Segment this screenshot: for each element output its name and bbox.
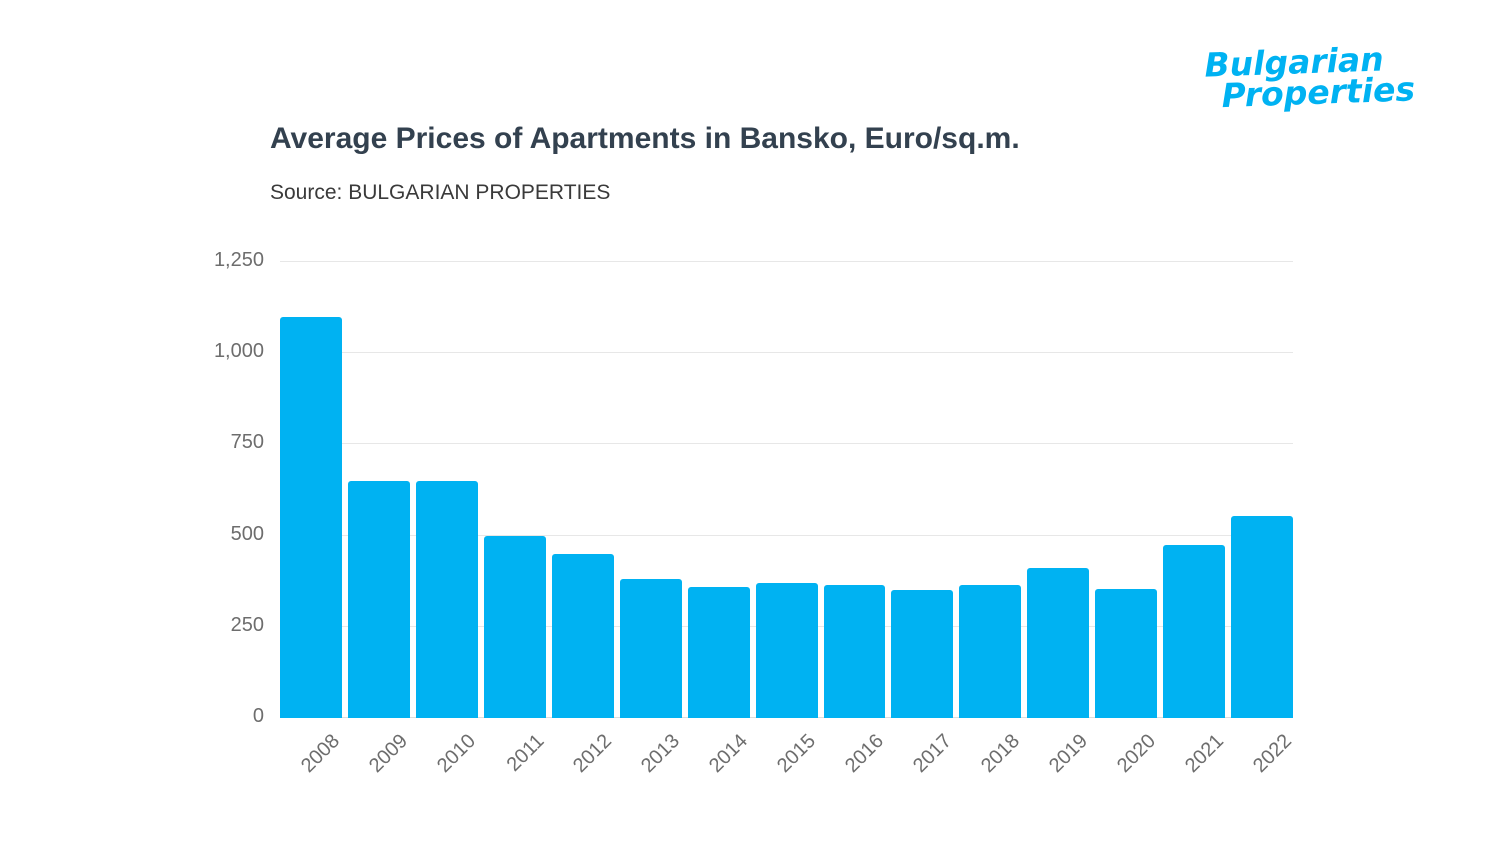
x-axis-tick-label: 2016	[841, 730, 889, 778]
bar-group-2015: 2015	[755, 262, 820, 777]
gridline: 750	[231, 431, 1293, 453]
bar-group-2016: 2016	[823, 262, 888, 777]
bar-group-2014: 2014	[687, 262, 752, 777]
x-axis-tick-label: 2010	[433, 730, 481, 778]
chart-title: Average Prices of Apartments in Bansko, …	[270, 122, 1020, 155]
bar-2017[interactable]	[891, 590, 954, 718]
bar-2010[interactable]	[415, 480, 478, 718]
bar-group-2011: 2011	[483, 262, 548, 776]
y-axis-tick-label: 0	[252, 705, 264, 727]
x-axis-tick-label: 2019	[1044, 730, 1092, 778]
bar-2018[interactable]	[959, 584, 1022, 718]
bars-container: 2008 2009 2010 2011 2012 2013 2014 2015 2016 2017…	[280, 262, 1296, 777]
bar-2021[interactable]	[1163, 544, 1226, 718]
bar-2011[interactable]	[483, 535, 546, 718]
bar-2012[interactable]	[551, 553, 614, 718]
x-axis-tick-label: 2012	[569, 730, 617, 778]
bar-2013[interactable]	[619, 579, 682, 718]
x-axis-tick-label: 2015	[773, 730, 821, 778]
gridline: 1,000	[214, 340, 1293, 362]
bar-group-2019: 2019	[1027, 262, 1092, 777]
bar-group-2009: 2009	[347, 262, 412, 777]
gridline: 500	[231, 523, 1293, 545]
bar-2020[interactable]	[1095, 588, 1158, 718]
y-axis-tick-label: 500	[230, 522, 264, 545]
bar-group-2008: 2008	[280, 262, 345, 777]
x-axis-tick-label: 2014	[705, 730, 753, 778]
x-axis-tick-label: 2011	[502, 730, 549, 776]
plot-area: 0 250 500 750 1,000 1,250 2008 2009 2010 2011 2012…	[214, 249, 1296, 777]
bar-group-2013: 2013	[619, 262, 684, 777]
bar-2019[interactable]	[1027, 568, 1090, 718]
bar-group-2010: 2010	[415, 262, 480, 777]
gridline: 1,250	[214, 249, 1293, 271]
bar-group-2012: 2012	[551, 262, 616, 777]
x-axis-tick-label: 2013	[637, 730, 685, 778]
bar-group-2022: 2022	[1231, 262, 1296, 777]
x-axis-tick-label: 2018	[976, 730, 1024, 778]
brand-logo-line2: Properties	[1220, 69, 1416, 116]
bar-group-2020: 2020	[1095, 262, 1160, 777]
brand-logo: Bulgarian Properties	[1204, 39, 1416, 116]
y-axis-tick-label: 1,250	[213, 249, 264, 271]
bar-chart: 0 250 500 750 1,000 1,250 2008 2009 2010 2011 2012…	[190, 249, 1300, 810]
bar-2014[interactable]	[687, 586, 750, 718]
bar-2008[interactable]	[280, 316, 342, 718]
bar-group-2017: 2017	[891, 262, 956, 777]
bar-2022[interactable]	[1231, 515, 1294, 718]
x-axis-tick-label: 2008	[297, 730, 345, 778]
x-axis-tick-label: 2020	[1112, 730, 1160, 778]
x-axis-tick-label: 2009	[365, 730, 413, 778]
y-axis-tick-label: 750	[230, 431, 264, 454]
x-axis-tick-label: 2022	[1248, 730, 1296, 778]
y-axis-tick-label: 1,000	[213, 340, 264, 363]
bar-group-2018: 2018	[959, 262, 1024, 777]
bar-2015[interactable]	[755, 583, 818, 718]
chart-source: Source: BULGARIAN PROPERTIES	[270, 181, 611, 204]
x-axis-tick-label: 2017	[908, 730, 956, 778]
x-axis-tick-label: 2021	[1180, 730, 1228, 778]
bar-2016[interactable]	[823, 584, 886, 718]
y-axis-tick-label: 250	[230, 613, 264, 636]
bar-2009[interactable]	[347, 480, 410, 718]
bar-group-2021: 2021	[1163, 262, 1228, 777]
